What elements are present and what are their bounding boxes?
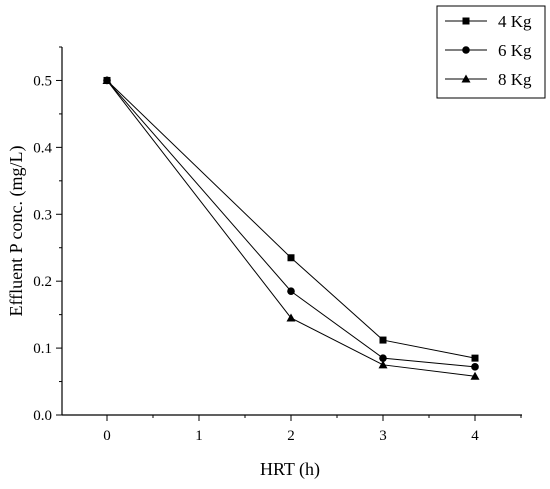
x-tick-label: 2 [287,428,295,444]
y-tick-label: 0.2 [33,274,52,290]
legend: 4 Kg 6 Kg 8 Kg [436,5,546,99]
series-circle [103,76,479,371]
legend-label: 6 Kg [498,41,532,60]
y-tick-label: 0.3 [33,207,52,223]
series-triangle [102,75,480,380]
x-tick-label: 1 [195,428,203,444]
y-tick-label: 0.1 [33,341,52,357]
x-ticks: 0 1 2 3 4 [103,415,522,444]
data-point [470,371,480,380]
data-point [471,363,479,371]
legend-marker [462,46,470,54]
series-line [106,80,476,377]
y-tick-label: 0.0 [33,408,52,424]
y-axis-title: Effluent P conc. (mg/L) [6,146,27,317]
data-point [378,360,388,369]
x-tick-label: 0 [103,428,111,444]
x-axis-title: HRT (h) [260,459,320,480]
axes [61,47,522,416]
y-tick-label: 0.4 [33,140,52,156]
data-point [379,336,387,344]
x-tick-label: 4 [471,428,479,444]
series-line [106,80,476,368]
legend-item: 8 Kg [445,70,532,89]
data-point [379,354,387,362]
data-point [471,354,479,362]
series-group [102,75,480,380]
x-tick-label: 3 [379,428,387,444]
data-point [287,254,295,262]
data-point [287,287,295,296]
data-point [102,75,112,84]
data-point [286,313,296,322]
legend-label: 4 Kg [498,12,532,31]
series-line [106,80,476,359]
legend-label: 8 Kg [498,70,532,89]
legend-item: 4 Kg [445,12,532,31]
legend-marker [461,74,471,83]
y-ticks: 0.0 0.1 0.2 0.3 0.4 0.5 [33,46,62,424]
legend-marker [462,17,470,25]
legend-item: 6 Kg [445,41,532,60]
y-tick-label: 0.5 [33,73,52,89]
